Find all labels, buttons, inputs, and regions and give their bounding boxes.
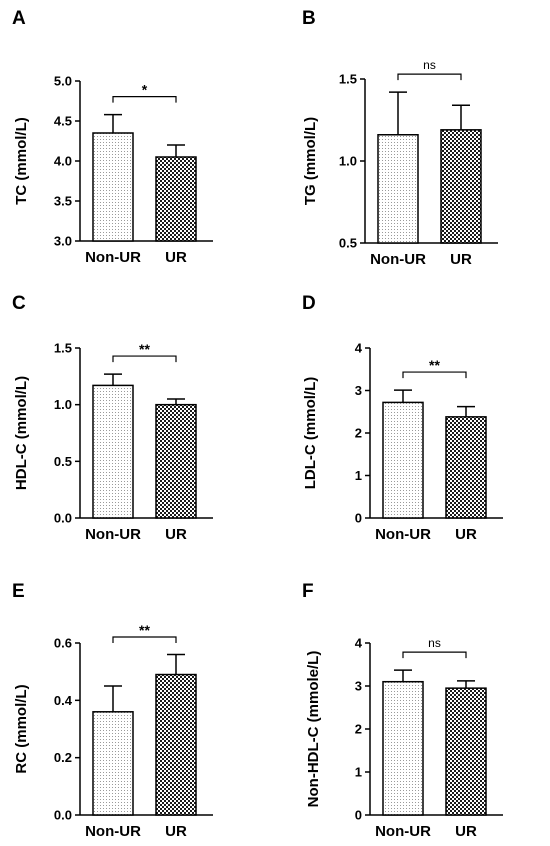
panel-letter: D (302, 293, 316, 314)
y-axis-label: LDL-C (mmol/L) (302, 377, 319, 489)
bar-non-ur (92, 132, 134, 242)
y-tick-label: 4.0 (54, 154, 72, 169)
y-tick-label: 4.5 (54, 114, 72, 129)
y-tick-label: 0 (355, 511, 362, 526)
y-axis-label: HDL-C (mmol/L) (13, 376, 30, 490)
y-tick-label: 0.6 (54, 636, 72, 651)
panel-c: C 0.0 0.5 1.0 1.5 HDL-C (mmol/L) Non-UR UR ** (12, 293, 213, 543)
x-tick-label: Non-UR (370, 251, 426, 268)
panel-letter: E (12, 581, 25, 602)
x-tick-label: UR (455, 526, 477, 543)
bar-non-ur (92, 384, 134, 519)
y-tick-label: 4 (355, 636, 363, 651)
significance-bracket (112, 96, 177, 103)
x-tick-label: UR (455, 823, 477, 840)
panel-a: A 3.0 3.5 4.0 4.5 5.0 TC (mmol/L) Non-UR UR * (12, 8, 213, 266)
bar-ur (155, 156, 197, 242)
y-tick-label: 0.0 (54, 511, 72, 526)
y-tick-label: 5.0 (54, 74, 72, 89)
y-tick-label: 1 (355, 765, 362, 780)
bar-ur (155, 403, 197, 519)
panel-letter: A (12, 8, 26, 29)
y-tick-label: 0 (355, 808, 362, 823)
significance-bracket (112, 636, 177, 643)
panel-letter: B (302, 8, 316, 29)
x-tick-label: Non-UR (85, 823, 141, 840)
significance-bracket (397, 73, 462, 81)
significance-label: ** (139, 341, 150, 357)
bar-ur (445, 687, 487, 816)
x-tick-label: Non-UR (85, 526, 141, 543)
x-tick-label: Non-UR (85, 249, 141, 266)
x-tick-label: UR (165, 526, 187, 543)
panel-d: D 0 1 2 3 4 LDL-C (mmol/L) Non-UR UR ** (302, 293, 503, 543)
y-tick-label: 4 (355, 341, 363, 356)
y-tick-label: 3 (355, 679, 362, 694)
significance-label: ** (429, 357, 440, 373)
bar-non-ur (382, 680, 424, 816)
y-tick-label: 1 (355, 468, 362, 483)
bar-non-ur (382, 401, 424, 519)
panel-letter: F (302, 581, 314, 602)
significance-bracket (402, 371, 467, 379)
panel-e: E 0.0 0.2 0.4 0.6 RC (mmol/L) Non-UR UR ** (12, 581, 213, 840)
panel-f: F 0 1 2 3 4 Non-HDL-C (mmole/L) Non-UR UR ns (302, 581, 503, 840)
y-tick-label: 1.0 (54, 397, 72, 412)
y-tick-label: 3.0 (54, 234, 72, 249)
y-tick-label: 0.5 (339, 236, 357, 251)
y-tick-label: 1.0 (339, 154, 357, 169)
bar-non-ur (377, 134, 419, 244)
y-axis-label: RC (mmol/L) (13, 684, 30, 773)
significance-bracket (112, 355, 177, 363)
y-tick-label: 2 (355, 722, 362, 737)
bar-ur (440, 129, 482, 244)
significance-label: ns (428, 636, 441, 650)
bar-ur (155, 673, 197, 816)
significance-bracket (402, 651, 467, 659)
y-tick-label: 0.2 (54, 750, 72, 765)
x-tick-label: UR (450, 251, 472, 268)
y-tick-label: 0.5 (54, 454, 72, 469)
y-tick-label: 2 (355, 426, 362, 441)
bar-ur (445, 416, 487, 519)
y-axis-label: Non-HDL-C (mmole/L) (305, 651, 322, 808)
significance-label: ns (423, 58, 436, 72)
y-tick-label: 0.4 (54, 693, 73, 708)
y-tick-label: 1.5 (339, 72, 357, 87)
significance-label: * (142, 82, 148, 98)
panel-b: B 0.5 1.0 1.5 TG (mmol/L) Non-UR UR ns (302, 8, 498, 268)
x-tick-label: Non-UR (375, 526, 431, 543)
significance-label: ** (139, 622, 150, 638)
y-axis-label: TG (mmol/L) (302, 117, 319, 205)
x-tick-label: UR (165, 823, 187, 840)
y-tick-label: 1.5 (54, 341, 72, 356)
y-tick-label: 3.5 (54, 194, 72, 209)
y-tick-label: 0.0 (54, 808, 72, 823)
x-tick-label: UR (165, 249, 187, 266)
y-tick-label: 3 (355, 383, 362, 398)
panel-letter: C (12, 293, 26, 314)
bar-non-ur (92, 711, 134, 816)
x-tick-label: Non-UR (375, 823, 431, 840)
y-axis-label: TC (mmol/L) (13, 117, 30, 205)
